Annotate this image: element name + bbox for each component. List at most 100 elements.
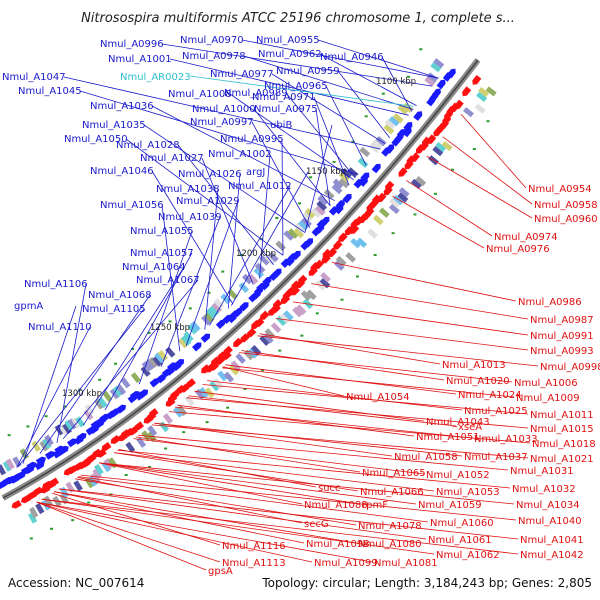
reverse-gene-label[interactable]: Nmul_A1065	[362, 468, 426, 479]
forward-gene-label[interactable]: Nmul_A1064	[122, 262, 186, 273]
reverse-gene-label[interactable]: Nmul_A1032	[512, 484, 576, 495]
reverse-gene-label[interactable]: Nmul_A1006	[514, 378, 578, 389]
reverse-gene-label[interactable]: Nmul_A1062	[436, 550, 500, 561]
reverse-gene-label[interactable]: Nmul_A1042	[520, 550, 584, 561]
reverse-gene-label[interactable]: Nmul_A1052	[426, 470, 490, 481]
forward-gene-label[interactable]: argJ	[246, 167, 265, 178]
reverse-gene-label[interactable]: Nmul_A1116	[222, 541, 286, 552]
reverse-gene-label[interactable]: xseA	[458, 422, 482, 433]
reverse-gene-label[interactable]: gpsA	[208, 566, 233, 577]
reverse-gene-label[interactable]: Nmul_A1058	[394, 452, 458, 463]
reverse-gene-label[interactable]: Nmul_A0954	[528, 184, 592, 195]
reverse-gene-label[interactable]: Nmul_A1033	[474, 434, 538, 445]
reverse-gene-label[interactable]: Nmul_A1060	[430, 518, 494, 529]
forward-gene-label[interactable]: Nmul_A0965	[264, 81, 328, 92]
reverse-gene-label[interactable]: Nmul_A0960	[534, 214, 598, 225]
forward-gene-label[interactable]: Nmul_A1106	[24, 279, 88, 290]
forward-gene-label[interactable]: Nmul_A1039	[158, 212, 222, 223]
forward-gene-label[interactable]: Nmul_A1105	[82, 304, 146, 315]
forward-gene-label[interactable]: Nmul_A1000	[192, 104, 256, 115]
forward-gene-label[interactable]: Nmul_A1001	[108, 54, 172, 65]
forward-gene-label[interactable]: Nmul_A0962	[258, 49, 322, 60]
reverse-gene-label[interactable]: rpmF	[362, 500, 388, 511]
forward-gene-label[interactable]: Nmul_A1036	[90, 101, 154, 112]
forward-gene-label[interactable]: Nmul_A1057	[130, 248, 194, 259]
reverse-gene-label[interactable]: Nmul_A1043	[426, 417, 490, 428]
reverse-gene-label[interactable]: Nmul_A1034	[516, 500, 580, 511]
reverse-gene-label[interactable]: secG	[304, 519, 329, 530]
reverse-gene-label[interactable]: Nmul_A0974	[494, 232, 558, 243]
forward-gene-label[interactable]: Nmul_A1050	[64, 134, 128, 145]
reverse-gene-label[interactable]: Nmul_A1018	[532, 439, 596, 450]
reverse-gene-label[interactable]: Nmul_A1037	[464, 452, 528, 463]
reverse-gene-label[interactable]: Nmul_A1088	[304, 500, 368, 511]
reverse-gene-label[interactable]: Nmul_A1113	[222, 558, 286, 569]
forward-gene-label[interactable]: Nmul_A1012	[228, 181, 292, 192]
forward-gene-label[interactable]: Nmul_A1056	[100, 200, 164, 211]
forward-gene-label[interactable]: Nmul_A0989	[224, 88, 288, 99]
forward-gene-label[interactable]: Nmul_A0959	[276, 66, 340, 77]
forward-gene-label[interactable]: gpmA	[14, 301, 43, 312]
reverse-gene-label[interactable]: Nmul_A1054	[346, 392, 410, 403]
reverse-gene-label[interactable]: Nmul_A1081	[374, 558, 438, 569]
gc-marker	[188, 307, 192, 310]
reverse-gene-label[interactable]: Nmul_A0993	[530, 346, 594, 357]
forward-gene-label[interactable]: Nmul_A1008	[168, 89, 232, 100]
reverse-gene-label[interactable]: Nmul_A1025	[464, 406, 528, 417]
forward-gene-label[interactable]: Nmul_A0997	[190, 117, 254, 128]
forward-gene-label[interactable]: Nmul_A0946	[320, 52, 384, 63]
forward-gene-label[interactable]: Nmul_A1028	[116, 140, 180, 151]
reverse-gene-label[interactable]: Nmul_A1061	[428, 535, 492, 546]
reverse-gene-label[interactable]: Nmul_A1015	[530, 424, 594, 435]
forward-gene-label[interactable]: Nmul_A0977	[210, 69, 274, 80]
forward-gene-label[interactable]: Nmul_A0970	[180, 35, 244, 46]
reverse-gene-label[interactable]: Nmul_A1020	[446, 376, 510, 387]
reverse-gene-label[interactable]: Nmul_A1080	[358, 539, 422, 550]
reverse-gene-label[interactable]: Nmul_A1078	[358, 521, 422, 532]
forward-gene-label[interactable]: Nmul_A1047	[2, 72, 66, 83]
reverse-gene-label[interactable]: Nmul_A0987	[530, 315, 594, 326]
reverse-gene-label[interactable]: Nmul_A1013	[442, 360, 506, 371]
forward-gene-label[interactable]: Nmul_A1045	[18, 86, 82, 97]
forward-gene-label[interactable]: Nmul_A1046	[90, 166, 154, 177]
rna-gene-label[interactable]: Nmul_AR0023	[120, 72, 191, 83]
reverse-gene-label[interactable]: Nmul_A0958	[534, 200, 598, 211]
forward-gene-label[interactable]: Nmul_A1026	[178, 169, 242, 180]
forward-gene-label[interactable]: Nmul_A1038	[156, 184, 220, 195]
reverse-gene-label[interactable]: Nmul_A1021	[530, 454, 594, 465]
reverse-gene-label[interactable]: Nmul_A1053	[436, 487, 500, 498]
forward-gene-label[interactable]: Nmul_A0971	[252, 92, 316, 103]
forward-gene-label[interactable]: Nmul_A1029	[176, 196, 240, 207]
reverse-gene-label[interactable]: Nmul_A1009	[516, 393, 580, 404]
cog-block	[432, 145, 444, 157]
forward-gene-label[interactable]: Nmul_A1055	[130, 226, 194, 237]
reverse-gene-label[interactable]: Nmul_A1059	[418, 500, 482, 511]
forward-gene-label[interactable]: Nmul_A1110	[28, 322, 92, 333]
label-leader	[209, 185, 291, 326]
forward-gene-label[interactable]: Nmul_A1027	[140, 153, 204, 164]
forward-gene-label[interactable]: Nmul_A1035	[82, 120, 146, 131]
reverse-gene-label[interactable]: Nmul_A1011	[530, 410, 594, 421]
forward-gene-label[interactable]: Nmul_A0996	[100, 39, 164, 50]
reverse-gene-label[interactable]: Nmul_A1031	[510, 466, 574, 477]
reverse-gene-label[interactable]: Nmul_A0976	[486, 244, 550, 255]
reverse-gene-label[interactable]: Nmul_A1024	[458, 390, 522, 401]
reverse-gene-label[interactable]: Nmul_A1041	[520, 535, 584, 546]
forward-gene-label[interactable]: Nmul_A1067	[136, 275, 200, 286]
reverse-gene-label[interactable]: succ	[318, 483, 341, 494]
reverse-gene-label[interactable]: Nmul_A1066	[360, 487, 424, 498]
forward-gene-label[interactable]: ubiB	[270, 120, 292, 131]
forward-gene-label[interactable]: Nmul_A0978	[182, 51, 246, 62]
reverse-gene-label[interactable]: Nmul_A0986	[518, 297, 582, 308]
reverse-gene-label[interactable]: Nmul_A0998	[540, 362, 600, 373]
reverse-gene-label[interactable]: Nmul_A1099	[314, 558, 378, 569]
forward-gene-label[interactable]: Nmul_A1002	[208, 149, 272, 160]
forward-gene-label[interactable]: Nmul_A0995	[220, 134, 284, 145]
forward-gene-label[interactable]: Nmul_A1068	[88, 290, 152, 301]
reverse-gene-label[interactable]: Nmul_A1098	[306, 539, 370, 550]
reverse-gene-label[interactable]: Nmul_A1051	[416, 432, 480, 443]
reverse-gene-label[interactable]: Nmul_A0991	[530, 331, 594, 342]
forward-gene-label[interactable]: Nmul_A0975	[254, 104, 318, 115]
forward-gene-label[interactable]: Nmul_A0955	[256, 35, 320, 46]
reverse-gene-label[interactable]: Nmul_A1040	[518, 516, 582, 527]
